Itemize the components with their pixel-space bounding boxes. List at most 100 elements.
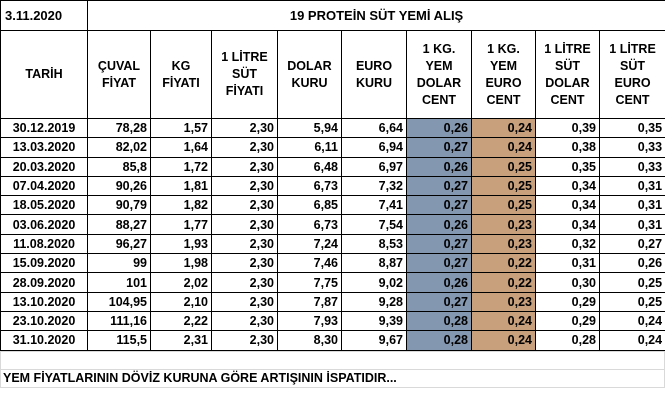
cell: 1,64	[150, 137, 212, 158]
cell: 96,27	[87, 233, 151, 255]
cell: 7,24	[277, 233, 342, 255]
cell: 0,26	[406, 156, 472, 177]
date-cell: 3.11.2020	[0, 0, 88, 31]
cell: 2,31	[150, 330, 212, 351]
cell: 03.06.2020	[0, 214, 88, 235]
column-header: KG FİYATI	[150, 30, 212, 119]
cell: 0,30	[535, 272, 600, 293]
cell: 2,30	[211, 253, 278, 274]
data-row: 07.04.2020 90,26 1,81 2,30 6,73 7,32 0,27 0,25 0…	[0, 175, 665, 197]
cell: 6,11	[277, 137, 342, 158]
cell: 7,93	[277, 310, 342, 332]
cell: 115,5	[87, 330, 151, 351]
cell: 88,27	[87, 214, 151, 235]
cell: 0,27	[406, 253, 472, 274]
cell: 2,30	[211, 195, 278, 216]
cell: 0,28	[535, 330, 600, 351]
title-row: 3.11.2020 19 PROTEİN SÜT YEMİ ALIŞ	[0, 0, 665, 31]
sheet-table: 3.11.2020 19 PROTEİN SÜT YEMİ ALIŞ TARİH…	[0, 0, 665, 351]
column-header: 1 LİTRE SÜT DOLAR CENT	[535, 30, 600, 119]
cell: 18.05.2020	[0, 195, 88, 216]
cell: 31.10.2020	[0, 330, 88, 351]
cell: 6,73	[277, 175, 342, 197]
cell: 11.08.2020	[0, 233, 88, 255]
cell: 0,25	[471, 156, 536, 177]
cell: 2,30	[211, 330, 278, 351]
cell: 85,8	[87, 156, 151, 177]
cell: 28.09.2020	[0, 272, 88, 293]
cell: 0,32	[535, 233, 600, 255]
column-header: 1 LİTRE SÜT FİYATI	[211, 30, 278, 119]
cell: 7,75	[277, 272, 342, 293]
cell: 0,34	[535, 195, 600, 216]
cell: 0,25	[598, 291, 665, 312]
cell: 0,25	[598, 272, 665, 293]
cell: 0,25	[471, 175, 536, 197]
cell: 0,26	[406, 214, 472, 235]
table-body: 3.11.2020 19 PROTEİN SÜT YEMİ ALIŞ TARİH…	[0, 0, 665, 351]
note-row: YEM FİYATLARININ DÖVİZ KURUNA GÖRE ARTIŞ…	[0, 368, 665, 388]
cell: 20.03.2020	[0, 156, 88, 177]
data-row: 13.03.2020 82,02 1,64 2,30 6,11 6,94 0,27 0,24 0…	[0, 137, 665, 158]
cell: 7,41	[341, 195, 407, 216]
cell: 2,10	[150, 291, 212, 312]
cell: 90,26	[87, 175, 151, 197]
cell: 1,77	[150, 214, 212, 235]
cell: 1,72	[150, 156, 212, 177]
cell: 7,46	[277, 253, 342, 274]
cell: 1,81	[150, 175, 212, 197]
cell: 0,24	[471, 310, 536, 332]
cell: 111,16	[87, 310, 151, 332]
cell: 2,30	[211, 291, 278, 312]
cell: 15.09.2020	[0, 253, 88, 274]
cell: 101	[87, 272, 151, 293]
cell: 0,27	[406, 291, 472, 312]
cell: 0,34	[535, 175, 600, 197]
cell: 0,25	[471, 195, 536, 216]
cell: 8,30	[277, 330, 342, 351]
footer-note: YEM FİYATLARININ DÖVİZ KURUNA GÖRE ARTIŞ…	[0, 368, 665, 388]
column-header: 1 LİTRE SÜT EURO CENT	[598, 30, 665, 119]
cell: 0,24	[471, 117, 536, 139]
cell: 0,27	[406, 233, 472, 255]
cell: 0,23	[471, 291, 536, 312]
cell: 2,30	[211, 272, 278, 293]
cell: 2,02	[150, 272, 212, 293]
cell: 0,34	[535, 214, 600, 235]
cell: 0,33	[598, 156, 665, 177]
cell: 0,24	[471, 137, 536, 158]
column-header: 1 KG. YEM DOLAR CENT	[406, 30, 472, 119]
cell: 13.03.2020	[0, 137, 88, 158]
cell: 7,32	[341, 175, 407, 197]
cell: 9,67	[341, 330, 407, 351]
cell: 0,27	[598, 233, 665, 255]
cell: 2,30	[211, 214, 278, 235]
cell: 6,94	[341, 137, 407, 158]
data-row: 28.09.2020 101 2,02 2,30 7,75 9,02 0,26 0,22 0,3…	[0, 272, 665, 293]
cell: 0,23	[471, 233, 536, 255]
column-header: DOLAR KURU	[277, 30, 342, 119]
cell: 6,85	[277, 195, 342, 216]
cell: 1,98	[150, 253, 212, 274]
cell: 0,33	[598, 137, 665, 158]
cell: 5,94	[277, 117, 342, 139]
data-row: 23.10.2020 111,16 2,22 2,30 7,93 9,39 0,28 0,24…	[0, 310, 665, 332]
cell: 104,95	[87, 291, 151, 312]
data-row: 30.12.2019 78,28 1,57 2,30 5,94 6,64 0,26 0,24 0…	[0, 117, 665, 139]
cell: 7,87	[277, 291, 342, 312]
column-header: 1 KG. YEM EURO CENT	[471, 30, 536, 119]
column-header: EURO KURU	[341, 30, 407, 119]
cell: 2,30	[211, 137, 278, 158]
column-header: ÇUVAL FİYAT	[87, 30, 151, 119]
cell: 6,64	[341, 117, 407, 139]
cell: 0,23	[471, 214, 536, 235]
cell: 9,39	[341, 310, 407, 332]
data-row: 20.03.2020 85,8 1,72 2,30 6,48 6,97 0,26 0,25 0,…	[0, 156, 665, 177]
cell: 30.12.2019	[0, 117, 88, 139]
cell: 9,28	[341, 291, 407, 312]
cell: 0,27	[406, 175, 472, 197]
cell: 0,35	[535, 156, 600, 177]
cell: 2,30	[211, 117, 278, 139]
cell: 0,29	[535, 310, 600, 332]
